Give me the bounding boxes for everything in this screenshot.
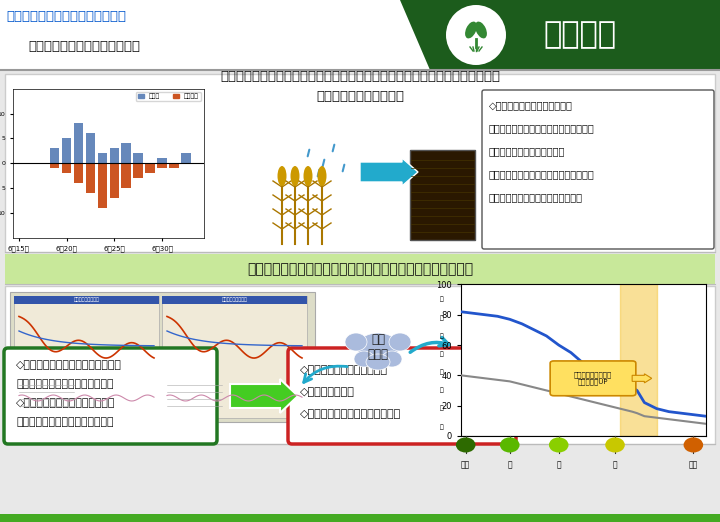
FancyArrow shape	[632, 374, 652, 383]
Text: ？: ？	[613, 460, 617, 469]
Bar	[10, 292, 315, 422]
Text: 熟: 熟	[439, 315, 443, 321]
Text: 進: 進	[439, 333, 443, 339]
Bar	[73, 163, 84, 183]
Text: ？: ？	[557, 460, 561, 469]
Bar	[62, 138, 71, 163]
Text: ◇乾燥経費の削減: ◇乾燥経費の削減	[300, 387, 355, 397]
Ellipse shape	[354, 351, 374, 367]
Text: ？: ？	[508, 460, 512, 469]
Bar	[410, 150, 475, 240]
Bar	[5, 74, 715, 252]
Bar	[62, 163, 71, 173]
Text: ◇品質の向上　などに役立ちます: ◇品質の向上 などに役立ちます	[300, 409, 401, 419]
Ellipse shape	[345, 333, 367, 351]
Text: 成熟: 成熟	[689, 460, 698, 469]
Text: （品質低下）が問題です: （品質低下）が問題です	[316, 90, 404, 103]
Text: ◇収穫順番の決定が重要ですが: ◇収穫順番の決定が重要ですが	[489, 100, 573, 110]
Bar	[50, 163, 60, 168]
Bar	[133, 163, 143, 178]
Ellipse shape	[475, 21, 487, 39]
FancyArrow shape	[230, 379, 298, 413]
Bar	[169, 163, 179, 168]
Ellipse shape	[304, 166, 312, 186]
Ellipse shape	[382, 351, 402, 367]
Bar	[98, 153, 107, 163]
Text: スケジュールの策定ができます: スケジュールの策定ができます	[16, 379, 114, 389]
Ellipse shape	[357, 333, 399, 361]
Bar	[145, 163, 155, 173]
Text: この時期の高温・降
雨で危険度UP: この時期の高温・降 雨で危険度UP	[574, 371, 612, 385]
Bar	[50, 148, 60, 163]
Text: 度: 度	[439, 351, 443, 357]
Bar	[122, 163, 131, 188]
Bar	[5, 254, 715, 284]
Text: 開花: 開花	[461, 460, 470, 469]
Text: NARO: NARO	[464, 54, 488, 64]
Ellipse shape	[366, 354, 390, 370]
FancyBboxPatch shape	[550, 361, 636, 396]
Text: 小麦の適期収穫支援技術の開発: 小麦の適期収穫支援技術の開発	[28, 40, 140, 53]
Text: 険: 険	[439, 406, 443, 411]
Bar	[86, 163, 95, 193]
FancyBboxPatch shape	[4, 348, 217, 444]
Polygon shape	[455, 0, 720, 70]
Text: 規模拡大による多数圃場の管理下では、: 規模拡大による多数圃場の管理下では、	[489, 169, 595, 179]
FancyArrowPatch shape	[304, 366, 347, 383]
FancyArrow shape	[360, 158, 418, 186]
Bar	[122, 143, 131, 163]
Bar	[181, 153, 191, 163]
Ellipse shape	[277, 166, 287, 186]
Text: 高水分でも収穫すべきか？: 高水分でも収穫すべきか？	[489, 146, 565, 156]
Bar	[86, 133, 95, 163]
FancyArrowPatch shape	[410, 338, 449, 352]
FancyBboxPatch shape	[482, 90, 714, 249]
FancyBboxPatch shape	[288, 348, 516, 444]
Text: 本州の小麦は梅雨の合間をぬって収穫されるため、雨ぬれによる穂発芽の発生: 本州の小麦は梅雨の合間をぬって収穫されるため、雨ぬれによる穂発芽の発生	[220, 70, 500, 84]
Bar	[14, 296, 159, 304]
Bar	[98, 163, 107, 208]
Circle shape	[446, 5, 506, 65]
Bar	[620, 284, 657, 436]
Text: ◇客観的データに基づく適切な収穫: ◇客観的データに基づく適切な収穫	[16, 360, 122, 370]
Bar	[5, 286, 715, 444]
Text: 農研機構: 農研機構	[544, 20, 616, 50]
Bar	[109, 163, 119, 198]
Text: 地域農業の発展を支える技術開発: 地域農業の発展を支える技術開発	[6, 10, 126, 23]
Bar	[157, 158, 167, 163]
Text: 目視による判定には限界があります: 目視による判定には限界があります	[489, 192, 583, 202]
Bar	[73, 124, 84, 163]
Ellipse shape	[549, 437, 569, 453]
Polygon shape	[400, 0, 460, 70]
Text: 荷受け時の区分を実施できます: 荷受け時の区分を実施できます	[16, 417, 114, 427]
Ellipse shape	[456, 437, 475, 453]
Ellipse shape	[290, 166, 300, 186]
Bar	[157, 163, 167, 168]
Text: 登: 登	[439, 297, 443, 302]
Text: ・・・いつ、どの圃場から収穫するか？: ・・・いつ、どの圃場から収穫するか？	[489, 123, 595, 133]
Ellipse shape	[318, 166, 326, 186]
Text: 気象
データ: 気象 データ	[367, 333, 389, 361]
Text: と: と	[439, 370, 443, 375]
Legend: 降水量, 収穫面積: 降水量, 収穫面積	[135, 92, 201, 101]
Bar	[162, 296, 307, 418]
Ellipse shape	[683, 437, 703, 453]
Ellipse shape	[389, 333, 411, 351]
Text: 穂管理支援システム: 穂管理支援システム	[73, 298, 99, 303]
Ellipse shape	[606, 437, 625, 453]
Ellipse shape	[500, 437, 520, 453]
Bar	[14, 296, 159, 418]
Text: ◇穂発芽危険度に応じて早刈り、: ◇穂発芽危険度に応じて早刈り、	[16, 398, 115, 408]
Bar	[162, 296, 307, 304]
Ellipse shape	[465, 21, 477, 39]
Text: ◇機械、施設の効率的な運用: ◇機械、施設の効率的な運用	[300, 365, 388, 375]
Text: 穂管理支援システム: 穂管理支援システム	[222, 298, 248, 303]
Bar	[133, 153, 143, 163]
Bar	[0, 514, 720, 522]
Text: 度: 度	[439, 424, 443, 430]
Text: 生育、登熟進度と穂発芽危険度の予測モデルを開発しました: 生育、登熟進度と穂発芽危険度の予測モデルを開発しました	[247, 262, 473, 276]
Bar	[0, 0, 720, 70]
Text: 危: 危	[439, 388, 443, 393]
Bar	[109, 148, 119, 163]
